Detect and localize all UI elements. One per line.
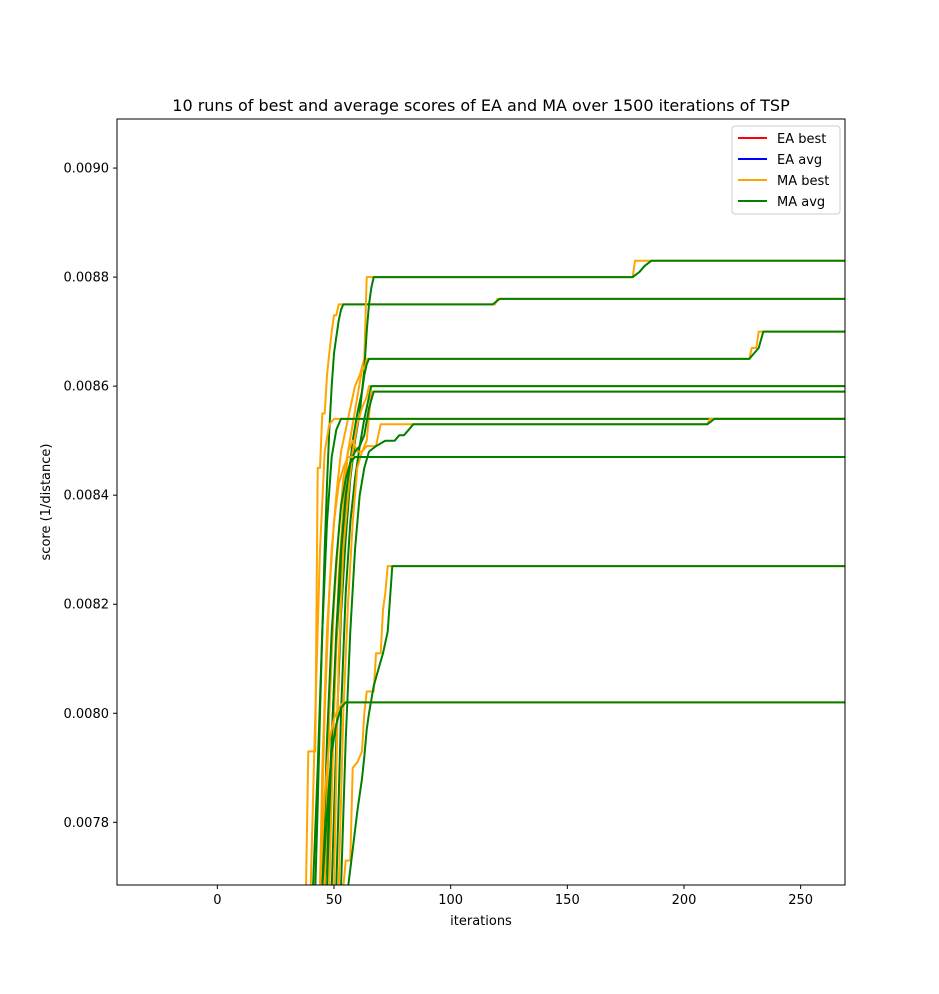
series-line-ma-avg-15 xyxy=(321,456,845,885)
legend-label-ma-avg: MA avg xyxy=(777,195,825,210)
legend-label-ma-best: MA best xyxy=(777,174,829,189)
x-tick-label: 50 xyxy=(326,893,343,908)
series-line-ma-best-4 xyxy=(328,330,845,885)
series-line-ma-avg-11 xyxy=(312,417,845,885)
y-tick-label: 0.0084 xyxy=(64,489,110,504)
series-line-ma-avg-7 xyxy=(335,385,845,885)
legend-label-ea-avg: EA avg xyxy=(777,153,822,168)
y-tick-label: 0.0080 xyxy=(64,707,110,722)
series-layer xyxy=(305,259,845,885)
x-tick-label: 100 xyxy=(438,893,463,908)
series-line-ma-best-18 xyxy=(319,701,845,885)
x-tick-label: 200 xyxy=(672,893,697,908)
series-line-ma-avg-17 xyxy=(347,565,845,885)
x-axis-label: iterations xyxy=(450,914,512,929)
series-line-ma-best-6 xyxy=(333,385,845,885)
plot-area-frame xyxy=(116,118,846,886)
series-line-ma-best-10 xyxy=(309,417,845,885)
chart-title: 10 runs of best and average scores of EA… xyxy=(172,96,790,115)
series-line-ma-best-2 xyxy=(319,259,845,885)
x-axis: 0 50 100 150 200 250 xyxy=(213,885,813,908)
x-tick-label: 0 xyxy=(213,893,221,908)
series-line-ma-avg-9 xyxy=(326,390,845,885)
x-tick-label: 250 xyxy=(788,893,813,908)
series-line-ma-avg-19 xyxy=(321,701,845,885)
y-tick-label: 0.0078 xyxy=(64,816,110,831)
series-line-ma-avg-13 xyxy=(340,417,845,885)
series-line-ma-best-0 xyxy=(305,297,845,885)
series-line-ma-avg-3 xyxy=(323,259,845,885)
y-tick-label: 0.0090 xyxy=(64,162,110,177)
y-axis-label: score (1/distance) xyxy=(39,444,54,561)
series-line-ma-best-8 xyxy=(323,390,845,885)
legend-label-ea-best: EA best xyxy=(777,132,826,147)
series-line-ma-avg-1 xyxy=(314,297,845,885)
series-line-ma-best-12 xyxy=(337,417,845,885)
legend: EA best EA avg MA best MA avg xyxy=(731,125,841,215)
legend-frame xyxy=(731,125,841,215)
series-line-ma-avg-5 xyxy=(330,330,845,885)
y-axis: 0.0078 0.0080 0.0082 0.0084 0.0086 0.0088 0.00… xyxy=(64,162,117,831)
series-line-ma-best-14 xyxy=(319,456,845,885)
x-tick-label: 150 xyxy=(555,893,580,908)
y-tick-label: 0.0082 xyxy=(64,598,110,613)
y-tick-label: 0.0086 xyxy=(64,380,110,395)
series-line-ma-best-16 xyxy=(342,565,845,885)
y-tick-label: 0.0088 xyxy=(64,271,110,286)
